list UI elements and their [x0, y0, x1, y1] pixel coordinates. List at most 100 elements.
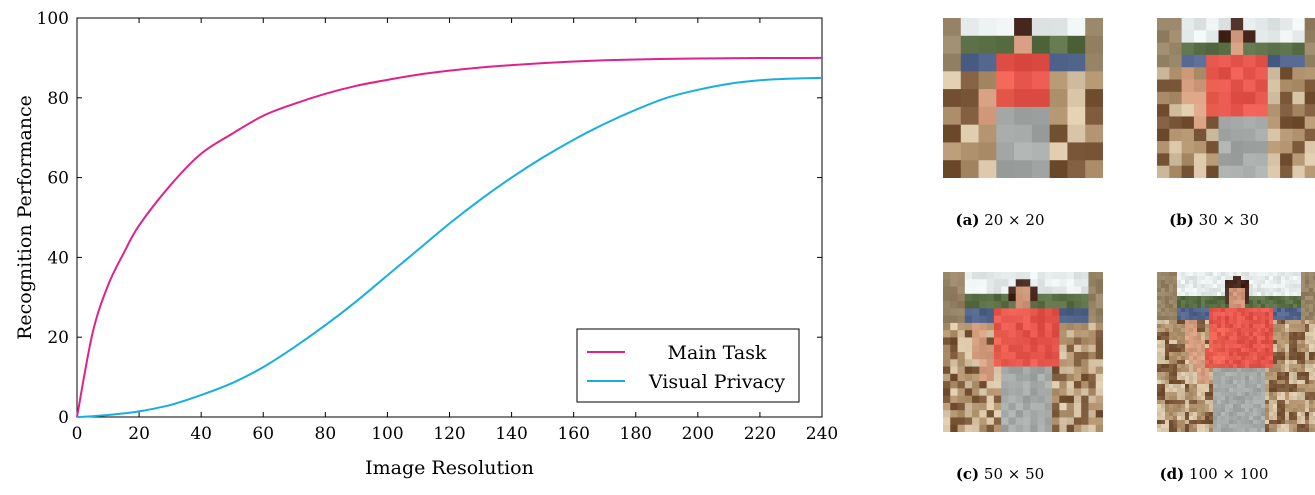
pixel-block: [1165, 280, 1170, 285]
pixel-block: [1049, 142, 1069, 161]
pixel-block: [943, 35, 962, 55]
pixel-block: [1285, 324, 1290, 329]
pixel-block: [979, 344, 988, 353]
pixel-block: [1205, 404, 1210, 409]
pixel-block: [1044, 373, 1053, 382]
pixel-block: [1193, 376, 1198, 381]
pixel-block: [1267, 153, 1281, 167]
pixel-block: [1230, 79, 1244, 93]
pixel-block: [1309, 296, 1314, 301]
pixel-block: [1044, 315, 1053, 324]
pixel-block: [1277, 312, 1282, 317]
pixel-block: [1313, 380, 1315, 385]
pixel-block: [1177, 368, 1182, 373]
pixel-block: [1066, 352, 1075, 360]
pixel-block: [1173, 428, 1178, 432]
pixel-block: [1304, 91, 1315, 105]
pixel-block: [1273, 276, 1278, 281]
pixel-block: [1037, 388, 1046, 397]
pixel-block: [1233, 416, 1238, 421]
pixel-block: [1289, 392, 1294, 397]
pixel-block: [1206, 18, 1220, 31]
pixel-block: [1309, 344, 1314, 349]
pixel-block: [1269, 360, 1274, 365]
pixel-block: [1277, 416, 1282, 421]
pixel-block: [1015, 337, 1024, 346]
pixel-block: [1165, 272, 1170, 277]
pixel-block: [943, 160, 962, 178]
pixel-block: [1304, 42, 1315, 56]
pixel-block: [1301, 300, 1306, 305]
pixel-block: [1209, 388, 1214, 393]
pixel-block: [1257, 288, 1262, 293]
pixel-block: [1059, 272, 1068, 280]
pixel-block: [1189, 296, 1194, 301]
pixel-block: [986, 301, 995, 309]
pixel-block: [1293, 396, 1298, 401]
pixel-block: [1261, 420, 1266, 425]
pixel-block: [1297, 308, 1302, 313]
pixel-block: [1257, 404, 1262, 409]
pixel-block: [1265, 304, 1270, 309]
pixel-block: [1165, 380, 1170, 385]
pixel-block: [1281, 408, 1286, 413]
pixel-block: [972, 388, 980, 397]
pixel-block: [1059, 388, 1068, 397]
pixel-block: [1173, 332, 1178, 337]
pixel-block: [1185, 420, 1190, 425]
pixel-block: [1049, 106, 1069, 126]
pixel-block: [1249, 280, 1254, 285]
pixel-block: [1241, 316, 1246, 321]
pixel-block: [1309, 388, 1314, 393]
pixel-block: [1292, 141, 1306, 154]
pixel-block: [1285, 412, 1290, 417]
pixel-block: [1313, 376, 1315, 381]
pixel-block: [1015, 344, 1024, 353]
pixel-block: [1245, 288, 1250, 293]
pixel-block: [1209, 332, 1214, 337]
pixel-block: [943, 402, 951, 411]
pixel-block: [1193, 79, 1207, 93]
pixel-block: [1213, 404, 1218, 409]
pixel-block: [1293, 328, 1298, 333]
pixel-block: [986, 293, 995, 302]
pixel-block: [1277, 412, 1282, 417]
pixel-block: [1225, 308, 1230, 313]
pixel-block: [1185, 400, 1190, 405]
pixel-block: [1037, 402, 1046, 411]
pixel-block: [1292, 128, 1306, 142]
pixel-block: [1309, 408, 1314, 413]
pixel-block: [1267, 165, 1281, 178]
pixel-block: [1037, 308, 1046, 317]
pixel-block: [1201, 288, 1206, 293]
pixel-block: [1230, 104, 1244, 118]
pixel-block: [1313, 316, 1315, 321]
pixel-block: [1257, 276, 1262, 281]
pixel-block: [1059, 330, 1068, 339]
pixel-block: [1088, 366, 1097, 375]
pixel-block: [1217, 408, 1222, 413]
pixel-block: [1229, 300, 1234, 305]
pixel-block: [1221, 340, 1226, 345]
pixel-block: [1249, 352, 1254, 357]
pixel-block: [1008, 286, 1017, 295]
pixel-block: [1213, 332, 1218, 337]
pixel-block: [1257, 304, 1262, 309]
pixel-block: [957, 366, 966, 375]
pixel-block: [1161, 348, 1166, 353]
pixel-block: [1301, 344, 1306, 349]
pixel-block: [1095, 373, 1103, 382]
pixel-block: [1169, 392, 1174, 397]
pixel-block: [1066, 424, 1075, 432]
x-tick-label: 100: [371, 424, 403, 444]
pixel-block: [1233, 376, 1238, 381]
pixel-block: [1201, 352, 1206, 357]
pixel-block: [1206, 91, 1220, 105]
pixel-block: [1245, 424, 1250, 429]
pixel-block: [1165, 288, 1170, 293]
pixel-block: [1177, 324, 1182, 329]
pixel-block: [1177, 284, 1182, 289]
pixel-block: [1313, 348, 1315, 353]
pixel-block: [1293, 404, 1298, 409]
pixel-block: [1217, 280, 1222, 285]
